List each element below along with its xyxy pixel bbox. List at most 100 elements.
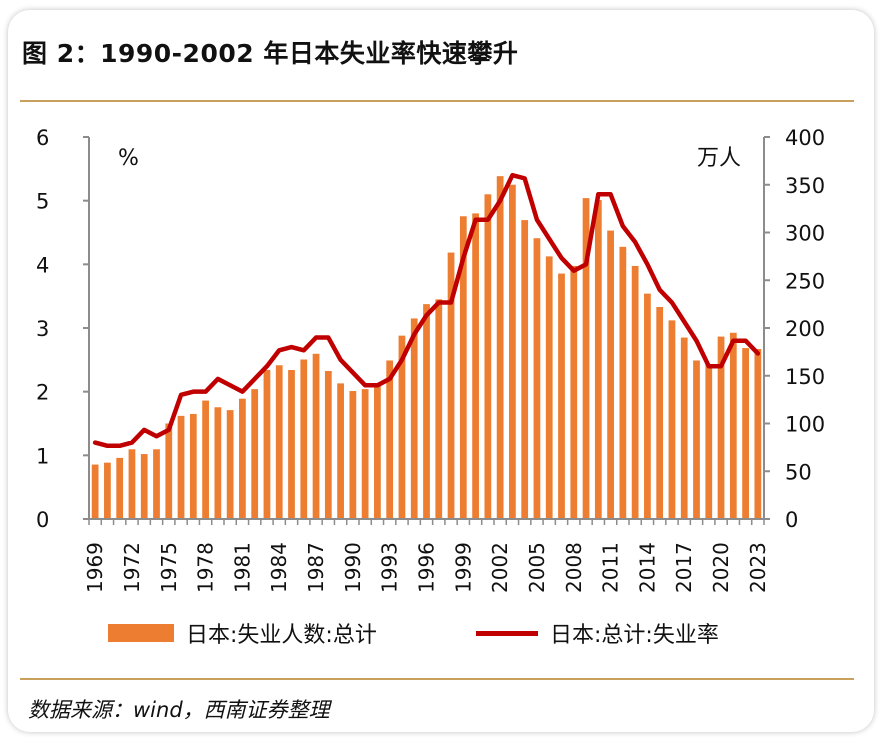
left-unit-label: % [118, 146, 139, 171]
bar-1970 [104, 462, 111, 519]
bar-1978 [202, 400, 209, 519]
bar-2015 [656, 306, 664, 519]
left-tick-label: 3 [36, 317, 49, 341]
x-tick-label: 1984 [267, 542, 291, 593]
legend-item-bar: 日本:失业人数:总计 [108, 617, 377, 649]
axes-layer: 0 1 2 3 4 5 6 0 50 100 150 200 250 300 350 400 1969 1972 1… [36, 126, 825, 593]
bar-1969 [91, 464, 99, 519]
x-tick-label: 2011 [599, 542, 623, 593]
bar-1983 [263, 370, 271, 519]
x-tick-label: 1981 [230, 542, 254, 593]
bar-1979 [214, 407, 222, 519]
right-tick-label: 50 [785, 460, 812, 484]
bar-1985 [288, 370, 295, 519]
bar-2005 [533, 238, 541, 520]
bar-1982 [251, 389, 259, 519]
legend-swatch-line [476, 630, 538, 636]
left-tick-label: 6 [36, 126, 49, 150]
bar-1990 [349, 391, 357, 519]
bar-1972 [128, 449, 136, 519]
legend-swatch-bar [108, 624, 174, 642]
bar-1987 [312, 353, 320, 519]
right-tick-label: 300 [785, 222, 825, 246]
x-tick-label: 1978 [194, 542, 218, 593]
bar-2009 [582, 198, 590, 519]
bar-2006 [545, 256, 553, 520]
bar-1981 [239, 398, 246, 519]
bar-1999 [459, 216, 467, 519]
figure-title: 图 2：1990-2002 年日本失业率快速攀升 [22, 39, 519, 68]
bar-1998 [447, 252, 455, 519]
x-tick-label: 1993 [378, 542, 402, 593]
bar-2004 [521, 220, 529, 519]
left-tick-label: 0 [36, 508, 49, 532]
bar-2000 [472, 213, 479, 519]
x-tick-label: 2020 [709, 542, 733, 593]
x-tick-label: 1996 [415, 542, 439, 593]
bar-2010 [594, 200, 602, 519]
x-tick-label: 2023 [746, 542, 770, 593]
x-tick-label: 1972 [120, 542, 144, 593]
legend-label-line: 日本:总计:失业率 [550, 623, 719, 648]
right-tick-label: 0 [785, 508, 798, 532]
x-tick-label: 1990 [341, 542, 365, 593]
x-tick-label: 2002 [488, 542, 512, 593]
bar-1980 [226, 410, 234, 519]
right-tick-label: 100 [785, 413, 825, 437]
x-tick-label: 2017 [672, 542, 696, 593]
right-tick-label: 350 [785, 174, 825, 198]
title-divider [20, 100, 854, 102]
bar-2014 [644, 293, 651, 519]
bar-2017 [680, 337, 688, 519]
bar-2020 [717, 336, 725, 519]
bar-2013 [631, 265, 639, 519]
bar-1991 [361, 389, 369, 519]
bar-2021 [729, 332, 737, 519]
bar-1984 [275, 365, 283, 519]
bar-2011 [607, 230, 614, 519]
bar-2007 [558, 273, 565, 519]
bar-1975 [165, 423, 173, 519]
bar-2019 [705, 364, 713, 519]
bar-1977 [189, 413, 197, 519]
unemployment-rate-line [92, 172, 761, 449]
bar-1976 [177, 415, 185, 519]
bar-1989 [337, 383, 344, 519]
right-unit-label: 万人 [697, 146, 741, 171]
right-tick-label: 150 [785, 365, 825, 389]
bar-2001 [484, 194, 492, 520]
x-tick-label: 1969 [83, 542, 107, 593]
bar-1995 [410, 318, 418, 519]
bar-1996 [423, 304, 430, 520]
line-layer [92, 172, 761, 449]
left-tick-label: 5 [36, 190, 49, 214]
bar-1973 [140, 454, 148, 519]
x-tick-label: 2005 [525, 542, 549, 593]
bar-1986 [300, 359, 308, 519]
x-tick-label: 2014 [635, 542, 659, 593]
x-tick-label: 1987 [304, 542, 328, 593]
bar-2012 [619, 246, 627, 519]
bar-2008 [570, 265, 578, 519]
bar-1974 [153, 449, 160, 519]
bar-1971 [116, 457, 124, 519]
x-tick-label: 1975 [157, 542, 181, 593]
bar-2018 [693, 360, 700, 519]
bar-1988 [324, 370, 332, 519]
bar-1993 [386, 360, 394, 519]
bar-1997 [435, 299, 443, 519]
left-tick-label: 2 [36, 381, 49, 405]
legend-item-line: 日本:总计:失业率 [476, 617, 719, 649]
source-divider [20, 678, 854, 680]
bar-2022 [742, 348, 749, 519]
x-tick-label: 2008 [562, 542, 586, 593]
bars-layer [91, 176, 762, 520]
legend-label-bar: 日本:失业人数:总计 [186, 623, 377, 648]
figure-source: 数据来源：wind，西南证券整理 [28, 698, 330, 722]
right-tick-label: 250 [785, 269, 825, 293]
left-tick-label: 1 [36, 444, 49, 468]
right-tick-label: 200 [785, 317, 825, 341]
right-tick-label: 400 [785, 126, 825, 150]
bar-1992 [374, 383, 381, 519]
